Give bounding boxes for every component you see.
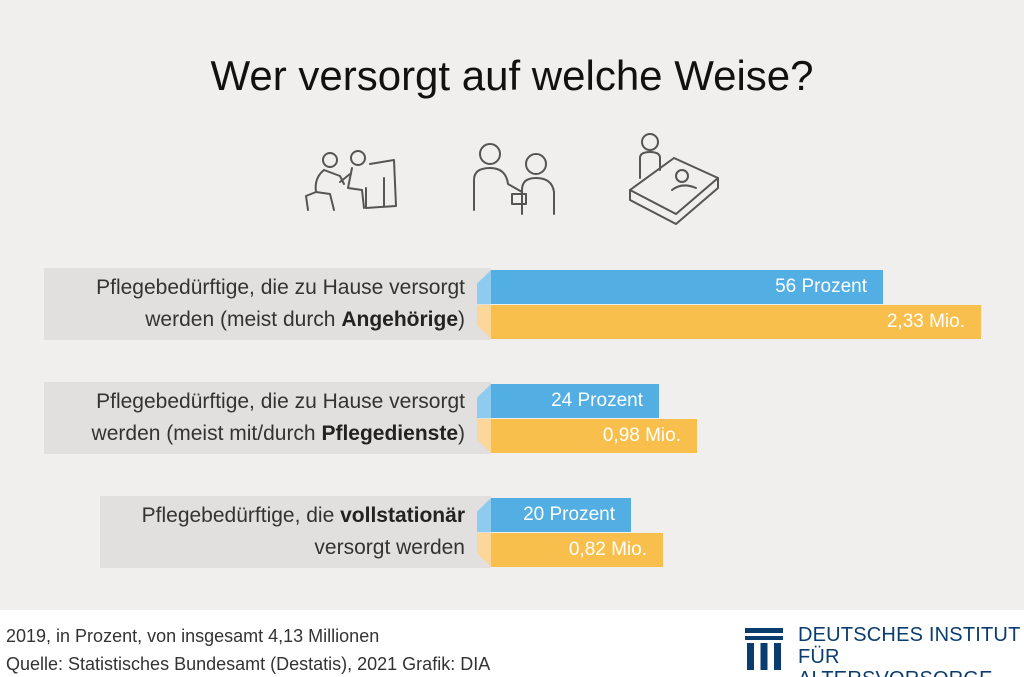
bar-percent-pflegedienste: 24 Prozent	[491, 384, 659, 418]
footer	[0, 610, 1024, 677]
row-label-pflegedienste: Pflegebedürftige, die zu Hause versorgt …	[44, 382, 491, 454]
bar-count-vollstationaer: 0,82 Mio.	[491, 533, 663, 567]
bar-value-label: 20 Prozent	[523, 504, 615, 525]
dia-logo-text: DEUTSCHES INSTITUT FÜR ALTERSVORSORGE	[798, 624, 1021, 677]
bar-value-label: 0,82 Mio.	[568, 539, 647, 560]
home-care-icon	[300, 148, 410, 214]
bar-percent-angehoerige: 56 Prozent	[491, 270, 883, 304]
dia-logo-icon	[745, 628, 783, 670]
footer-note: 2019, in Prozent, von insgesamt 4,13 Mil…	[6, 622, 490, 677]
row-label-vollstationaer: Pflegebedürftige, die vollstationär vers…	[100, 496, 491, 568]
footer-source: Quelle: Statistisches Bundesamt (Destati…	[6, 654, 491, 674]
bar-value-label: 56 Prozent	[775, 276, 867, 297]
bar-percent-vollstationaer: 20 Prozent	[491, 498, 631, 532]
bar-count-angehoerige: 2,33 Mio.	[491, 305, 981, 339]
bar-count-pflegedienste: 0,98 Mio.	[491, 419, 697, 453]
row-label-angehoerige: Pflegebedürftige, die zu Hause versorgt …	[44, 268, 491, 340]
nurse-care-icon	[466, 140, 566, 216]
footer-basis: 2019, in Prozent, von insgesamt 4,13 Mil…	[6, 626, 380, 646]
bar-value-label: 24 Prozent	[551, 390, 643, 411]
bar-value-label: 0,98 Mio.	[602, 425, 681, 446]
bar-value-label: 2,33 Mio.	[886, 311, 965, 332]
chart-title: Wer versorgt auf welche Weise?	[210, 52, 814, 99]
inpatient-bed-icon	[626, 130, 726, 226]
